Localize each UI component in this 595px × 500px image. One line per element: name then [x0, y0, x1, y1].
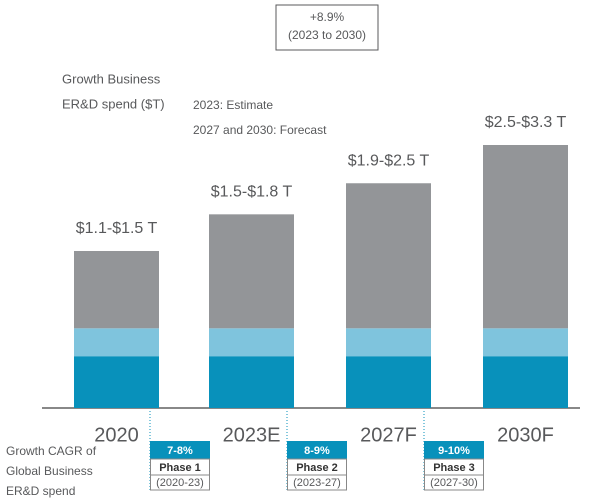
cagr-label: Growth CAGR of [6, 444, 97, 458]
x-tick-label: 2020 [94, 424, 139, 446]
bar-segment [346, 183, 431, 329]
phase-rate: 7-8% [167, 445, 193, 457]
x-tick-label: 2030F [497, 424, 554, 446]
note: 2027 and 2030: Forecast [193, 123, 327, 137]
bar-segment [209, 214, 294, 329]
bar-label: $2.5-$3.3 T [485, 114, 567, 131]
bar-segment [209, 328, 294, 357]
bar-segment [209, 356, 294, 408]
y-label: ER&D spend ($T) [62, 96, 165, 111]
bar-segment [346, 356, 431, 408]
bar-segment [483, 145, 568, 329]
phase-rate-bg [424, 441, 484, 459]
note: 2023: Estimate [193, 98, 273, 112]
bar-segment [483, 356, 568, 408]
phase-period: (2027-30) [430, 477, 478, 489]
bar-label: $1.9-$2.5 T [348, 152, 430, 169]
cagr-value: +8.9% [310, 10, 345, 24]
cagr-box [275, 4, 379, 51]
cagr-label: Global Business [6, 464, 93, 478]
phase-name: Phase 2 [296, 462, 338, 474]
bar-segment [74, 250, 159, 329]
phase-name: Phase 3 [433, 462, 475, 474]
phase-rate-bg [150, 441, 210, 459]
phase-name: Phase 1 [159, 462, 201, 474]
phase-period: (2023-27) [293, 477, 341, 489]
phase-rate-bg [287, 441, 347, 459]
phase-period: (2020-23) [156, 477, 204, 489]
phase-rate: 9-10% [438, 445, 470, 457]
cagr-period: (2023 to 2030) [288, 28, 366, 42]
phase-rate: 8-9% [304, 445, 330, 457]
x-tick-label: 2027F [360, 424, 417, 446]
bar-segment [346, 328, 431, 357]
y-label: Growth Business [62, 71, 161, 86]
cagr-label: ER&D spend [6, 484, 75, 498]
bar-segment [74, 328, 159, 357]
bar-segment [483, 328, 568, 357]
bar-label: $1.1-$1.5 T [76, 220, 158, 237]
x-tick-label: 2023E [223, 424, 281, 446]
bar-segment [74, 356, 159, 408]
bar-label: $1.5-$1.8 T [211, 184, 293, 201]
